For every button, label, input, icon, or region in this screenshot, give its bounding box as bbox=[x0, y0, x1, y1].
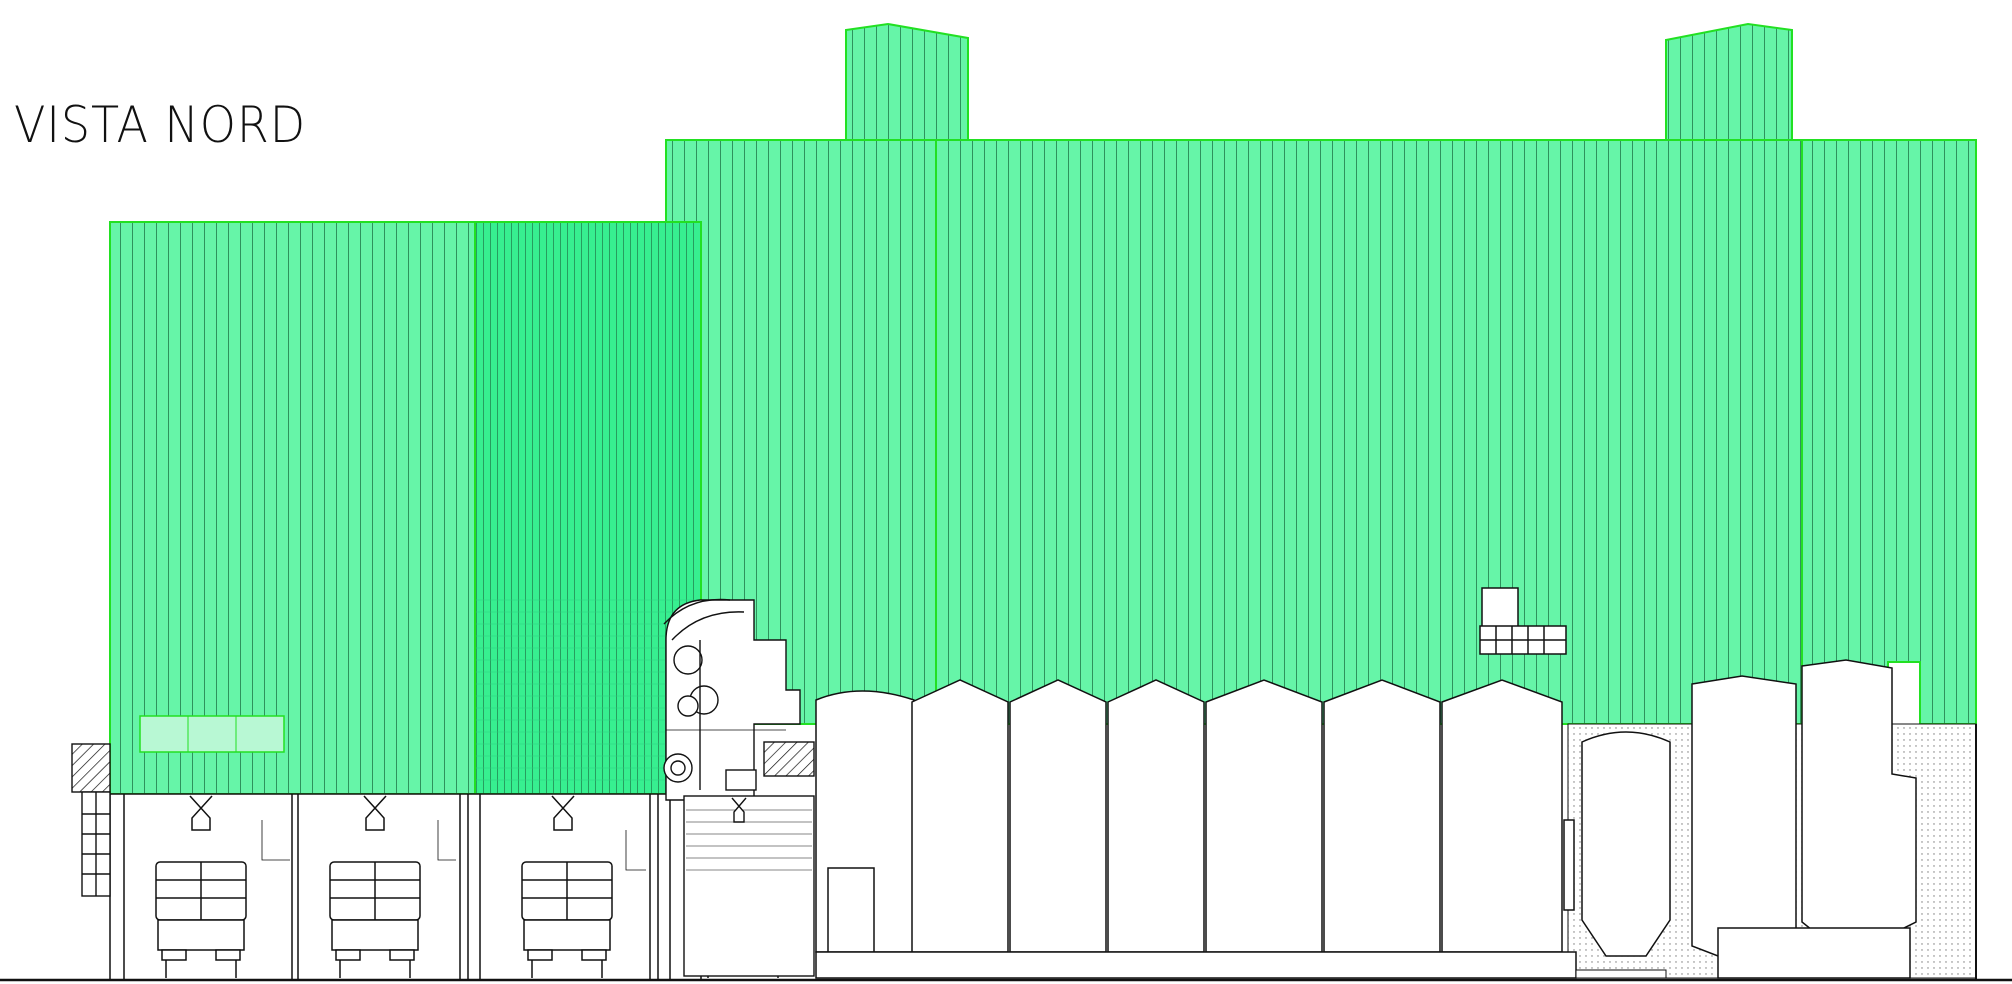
silo-plinth bbox=[815, 951, 1577, 979]
left-block-tower bbox=[474, 221, 702, 795]
silo-9 bbox=[1691, 675, 1797, 957]
silo-8 bbox=[1581, 731, 1671, 957]
main-hall bbox=[665, 139, 1977, 725]
silo-2 bbox=[911, 679, 1009, 953]
silo-4 bbox=[1107, 679, 1205, 953]
right-plinth bbox=[1575, 969, 1667, 979]
building-cladding bbox=[109, 22, 1977, 795]
processing-machinery bbox=[663, 598, 815, 977]
silo-6 bbox=[1323, 679, 1441, 953]
window-band bbox=[139, 715, 285, 753]
roof-vent-left bbox=[845, 22, 969, 141]
silo-3 bbox=[1009, 679, 1107, 953]
silo-7 bbox=[1441, 679, 1563, 953]
silo-10 bbox=[1801, 659, 1917, 947]
roof-vent-right bbox=[1665, 22, 1793, 141]
truck-3 bbox=[521, 861, 613, 978]
drawing-title: VISTA NORD bbox=[14, 96, 307, 154]
stair-tower bbox=[71, 743, 111, 897]
silos bbox=[815, 587, 1917, 979]
truck-2 bbox=[329, 861, 421, 978]
truck-1 bbox=[155, 861, 247, 978]
left-block bbox=[109, 221, 476, 795]
silo-5 bbox=[1205, 679, 1323, 953]
